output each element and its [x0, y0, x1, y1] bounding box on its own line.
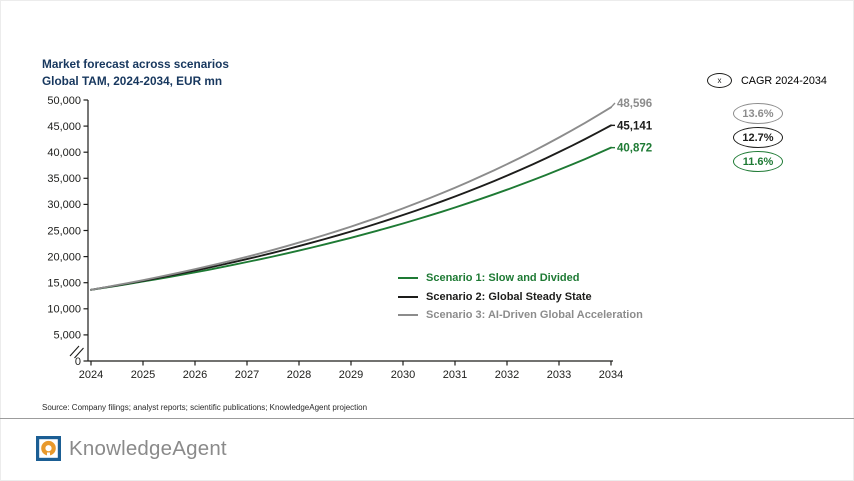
series-line-scenario-2	[90, 124, 612, 291]
end-label-leader-scenario-3	[610, 102, 616, 108]
chart-title-block: Market forecast across scenarios Global …	[42, 56, 229, 90]
series-line-scenario-3	[90, 106, 612, 291]
x-tick-label: 2028	[287, 369, 311, 381]
cagr-badge-scenario-2: 12.7%	[733, 127, 783, 148]
legend-line-swatch-scenario-2	[398, 295, 418, 298]
legend-row-scenario-3: Scenario 3: AI-Driven Global Acceleratio…	[398, 306, 643, 325]
y-tick-label: 35,000	[47, 173, 81, 185]
source-note: Source: Company filings; analyst reports…	[42, 403, 368, 412]
y-tick-label: 50,000	[47, 95, 81, 107]
legend-line-swatch-scenario-3	[398, 314, 418, 317]
y-tick-label: 15,000	[47, 278, 81, 290]
legend-label-scenario-1: Scenario 1: Slow and Divided	[426, 272, 580, 285]
end-value-label-scenario-2: 45,141	[617, 120, 653, 132]
cagr-badge-scenario-3: 13.6%	[733, 103, 783, 124]
chart-title: Market forecast across scenarios	[42, 57, 229, 71]
legend-row-scenario-2: Scenario 2: Global Steady State	[398, 288, 643, 307]
axis-break-mark	[69, 345, 80, 357]
y-tick-label: 10,000	[47, 304, 81, 316]
chart-subtitle: Global TAM, 2024-2034, EUR mn	[42, 74, 223, 89]
x-tick-label: 2024	[79, 369, 103, 381]
end-value-label-scenario-1: 40,872	[617, 143, 652, 155]
cagr-badge-scenario-1: 11.6%	[733, 151, 783, 172]
knowledgeagent-logo-icon	[36, 436, 61, 461]
y-tick-label: 45,000	[47, 121, 81, 133]
end-value-label-scenario-3: 48,596	[617, 98, 652, 110]
legend-label-scenario-2: Scenario 2: Global Steady State	[426, 290, 592, 303]
x-tick-label: 2027	[235, 369, 259, 381]
cagr-header: x CAGR 2024-2034	[707, 73, 827, 88]
cagr-multiplier-icon: x	[707, 73, 732, 88]
y-tick-label: 25,000	[47, 225, 81, 237]
y-tick-label: 20,000	[47, 251, 81, 263]
x-tick-label: 2025	[131, 369, 155, 381]
x-tick-label: 2033	[547, 369, 571, 381]
footer-divider	[0, 418, 854, 419]
y-tick-label: 5,000	[53, 330, 81, 342]
axis-break-mark	[74, 347, 84, 359]
chart-legend: Scenario 1: Slow and Divided Scenario 2:…	[398, 269, 643, 325]
brand-name: KnowledgeAgent	[69, 436, 227, 460]
cagr-header-label: CAGR 2024-2034	[741, 74, 827, 87]
y-tick-label: 40,000	[47, 147, 81, 159]
y-tick-label: 0	[75, 356, 81, 368]
x-tick-label: 2029	[339, 369, 363, 381]
legend-line-swatch-scenario-1	[398, 277, 418, 280]
cagr-badges: 13.6% 12.7% 11.6%	[733, 103, 783, 172]
brand-footer: KnowledgeAgent	[36, 436, 227, 461]
x-tick-label: 2031	[443, 369, 467, 381]
x-tick-label: 2026	[183, 369, 207, 381]
forecast-line-chart: 0 5,000 10,000 15,000 20,000 25,000 30,000 35,0…	[47, 95, 653, 381]
x-tick-label: 2034	[599, 369, 623, 381]
legend-label-scenario-3: Scenario 3: AI-Driven Global Acceleratio…	[426, 309, 643, 322]
series-line-scenario-1	[90, 146, 612, 291]
x-tick-label: 2030	[391, 369, 415, 381]
x-tick-label: 2032	[495, 369, 519, 381]
y-tick-label: 30,000	[47, 199, 81, 211]
legend-row-scenario-1: Scenario 1: Slow and Divided	[398, 269, 643, 288]
